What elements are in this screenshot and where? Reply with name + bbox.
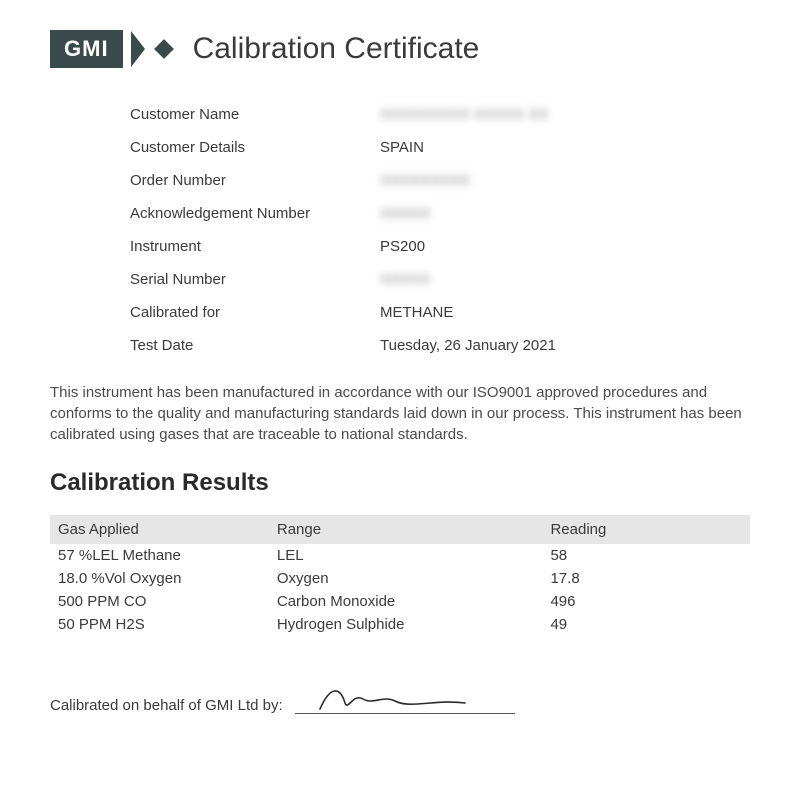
detail-label: Customer Details xyxy=(130,139,380,156)
signature-label: Calibrated on behalf of GMI Ltd by: xyxy=(50,697,283,714)
detail-label: Test Date xyxy=(130,337,380,354)
table-row: 18.0 %Vol OxygenOxygen17.8 xyxy=(50,567,750,590)
table-row: 500 PPM COCarbon Monoxide496 xyxy=(50,590,750,613)
table-cell: LEL xyxy=(277,547,551,564)
logo-badge: GMI xyxy=(50,30,123,68)
detail-row: Test DateTuesday, 26 January 2021 xyxy=(130,329,750,362)
detail-value: METHANE xyxy=(380,304,453,321)
table-cell: 500 PPM CO xyxy=(58,593,277,610)
detail-label: Calibrated for xyxy=(130,304,380,321)
detail-row: Calibrated forMETHANE xyxy=(130,296,750,329)
results-table: Gas Applied Range Reading 57 %LEL Methan… xyxy=(50,515,750,636)
logo-arrow-icon xyxy=(131,31,145,67)
table-cell: 58 xyxy=(550,547,742,564)
detail-value: XXXXX xyxy=(380,271,430,288)
detail-value: XXXXX xyxy=(380,205,430,222)
detail-row: Customer NameXXXXXXXXX XXXXX XX xyxy=(130,98,750,131)
results-table-header: Gas Applied Range Reading xyxy=(50,515,750,544)
detail-label: Acknowledgement Number xyxy=(130,205,380,222)
table-cell: 18.0 %Vol Oxygen xyxy=(58,570,277,587)
signature-line: Calibrated on behalf of GMI Ltd by: xyxy=(50,686,750,714)
table-cell: Oxygen xyxy=(277,570,551,587)
results-heading: Calibration Results xyxy=(50,469,750,497)
table-cell: 57 %LEL Methane xyxy=(58,547,277,564)
detail-value: XXXXXXXXX xyxy=(380,172,470,189)
header: GMI Calibration Certificate xyxy=(50,30,750,68)
table-cell: Hydrogen Sulphide xyxy=(277,616,551,633)
detail-value: PS200 xyxy=(380,238,425,255)
compliance-statement: This instrument has been manufactured in… xyxy=(50,382,750,445)
detail-value: XXXXXXXXX XXXXX XX xyxy=(380,106,548,123)
col-header-range: Range xyxy=(277,521,551,538)
table-cell: 49 xyxy=(550,616,742,633)
detail-label: Instrument xyxy=(130,238,380,255)
logo-diamond-icon xyxy=(155,40,173,58)
detail-value: SPAIN xyxy=(380,139,424,156)
table-row: 50 PPM H2SHydrogen Sulphide49 xyxy=(50,613,750,636)
detail-label: Serial Number xyxy=(130,271,380,288)
signature-underline xyxy=(295,686,515,714)
table-cell: 17.8 xyxy=(550,570,742,587)
detail-value: Tuesday, 26 January 2021 xyxy=(380,337,556,354)
table-cell: Carbon Monoxide xyxy=(277,593,551,610)
table-cell: 50 PPM H2S xyxy=(58,616,277,633)
col-header-gas: Gas Applied xyxy=(58,521,277,538)
detail-row: Order NumberXXXXXXXXX xyxy=(130,164,750,197)
col-header-reading: Reading xyxy=(550,521,742,538)
detail-row: InstrumentPS200 xyxy=(130,230,750,263)
customer-details-block: Customer NameXXXXXXXXX XXXXX XXCustomer … xyxy=(130,98,750,362)
table-cell: 496 xyxy=(550,593,742,610)
detail-label: Customer Name xyxy=(130,106,380,123)
page-title: Calibration Certificate xyxy=(193,32,480,66)
detail-row: Serial NumberXXXXX xyxy=(130,263,750,296)
detail-row: Acknowledgement NumberXXXXX xyxy=(130,197,750,230)
signature-icon xyxy=(315,681,475,715)
detail-row: Customer DetailsSPAIN xyxy=(130,131,750,164)
table-row: 57 %LEL MethaneLEL58 xyxy=(50,544,750,567)
detail-label: Order Number xyxy=(130,172,380,189)
